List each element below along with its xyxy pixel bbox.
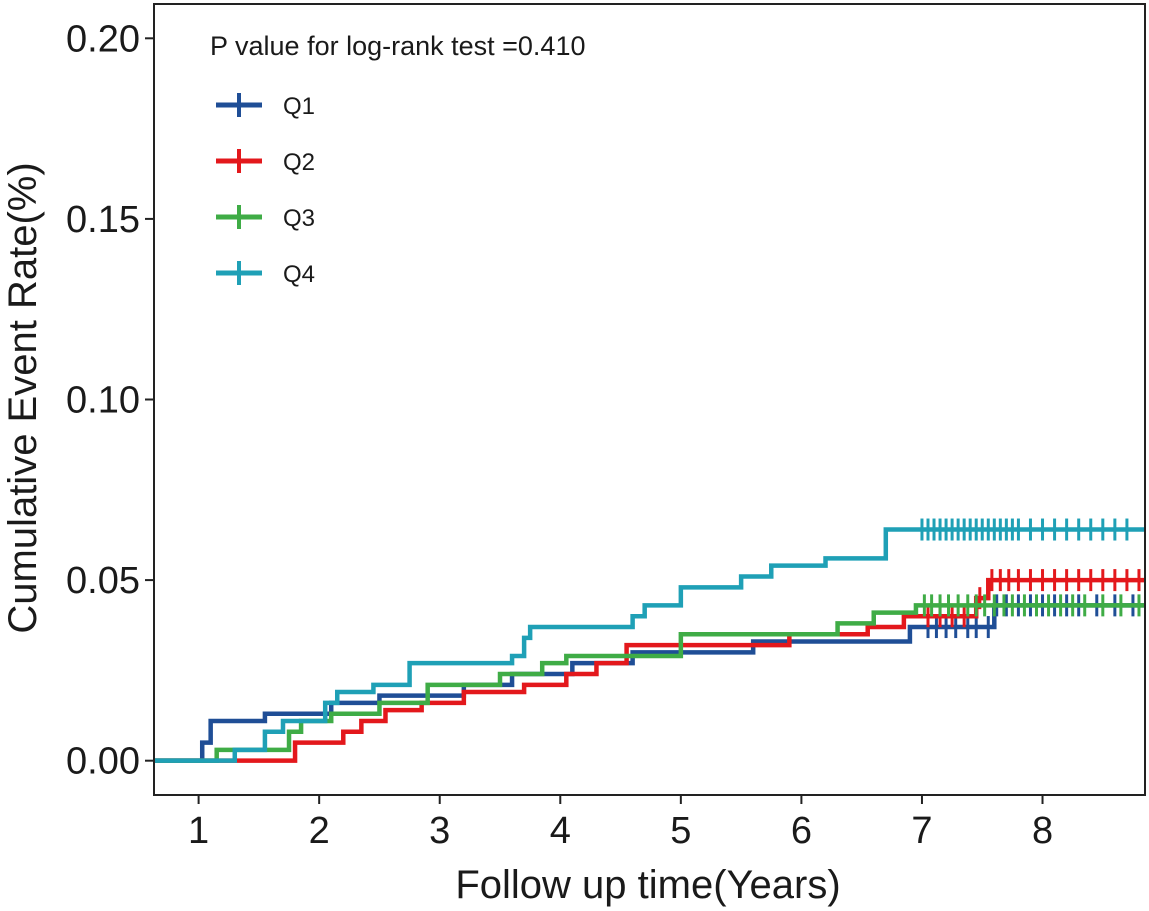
legend-label: Q4 <box>283 261 315 288</box>
series-q2 <box>154 569 1145 763</box>
series-q4 <box>154 518 1145 763</box>
x-tick-label: 8 <box>1032 810 1053 852</box>
legend-label: Q1 <box>283 93 315 120</box>
x-axis-title: Follow up time(Years) <box>455 863 840 907</box>
x-tick-label: 7 <box>911 810 932 852</box>
series-q3 <box>154 594 1145 763</box>
legend-label: Q2 <box>283 149 315 176</box>
series-line-q3 <box>154 603 1145 763</box>
y-tick-label: 0.00 <box>66 741 140 783</box>
series-line-q2 <box>154 577 1145 763</box>
series-q1 <box>154 594 1145 763</box>
x-tick-label: 4 <box>550 810 571 852</box>
x-tick-label: 6 <box>791 810 812 852</box>
y-tick-label: 0.10 <box>66 380 140 422</box>
legend-item-q4: Q4 <box>216 261 315 288</box>
series-line-q1 <box>154 603 1145 763</box>
log-rank-annotation: P value for log-rank test =0.410 <box>210 31 585 61</box>
legend-item-q2: Q2 <box>216 149 315 176</box>
axes: 0.00 0.05 0.10 0.15 0.20 1 2 3 4 5 6 7 8 <box>66 18 1053 852</box>
plot-area <box>153 3 1146 796</box>
x-tick-label: 3 <box>429 810 450 852</box>
x-tick-label: 2 <box>309 810 330 852</box>
y-tick-label: 0.20 <box>66 18 140 60</box>
x-tick-label: 1 <box>188 810 209 852</box>
series-line-q4 <box>154 527 1145 763</box>
x-axis: 1 2 3 4 5 6 7 8 <box>188 795 1053 852</box>
legend-item-q3: Q3 <box>216 205 315 232</box>
legend: Q1 Q2 Q3 Q4 <box>216 93 315 288</box>
plot-frame <box>153 3 1146 796</box>
y-tick-label: 0.05 <box>66 560 140 602</box>
series-group <box>154 518 1145 763</box>
y-axis: 0.00 0.05 0.10 0.15 0.20 <box>66 18 154 783</box>
y-axis-title: Cumulative Event Rate(%) <box>1 162 45 633</box>
legend-item-q1: Q1 <box>216 93 315 120</box>
x-tick-label: 5 <box>670 810 691 852</box>
legend-label: Q3 <box>283 205 315 232</box>
y-tick-label: 0.15 <box>66 199 140 241</box>
